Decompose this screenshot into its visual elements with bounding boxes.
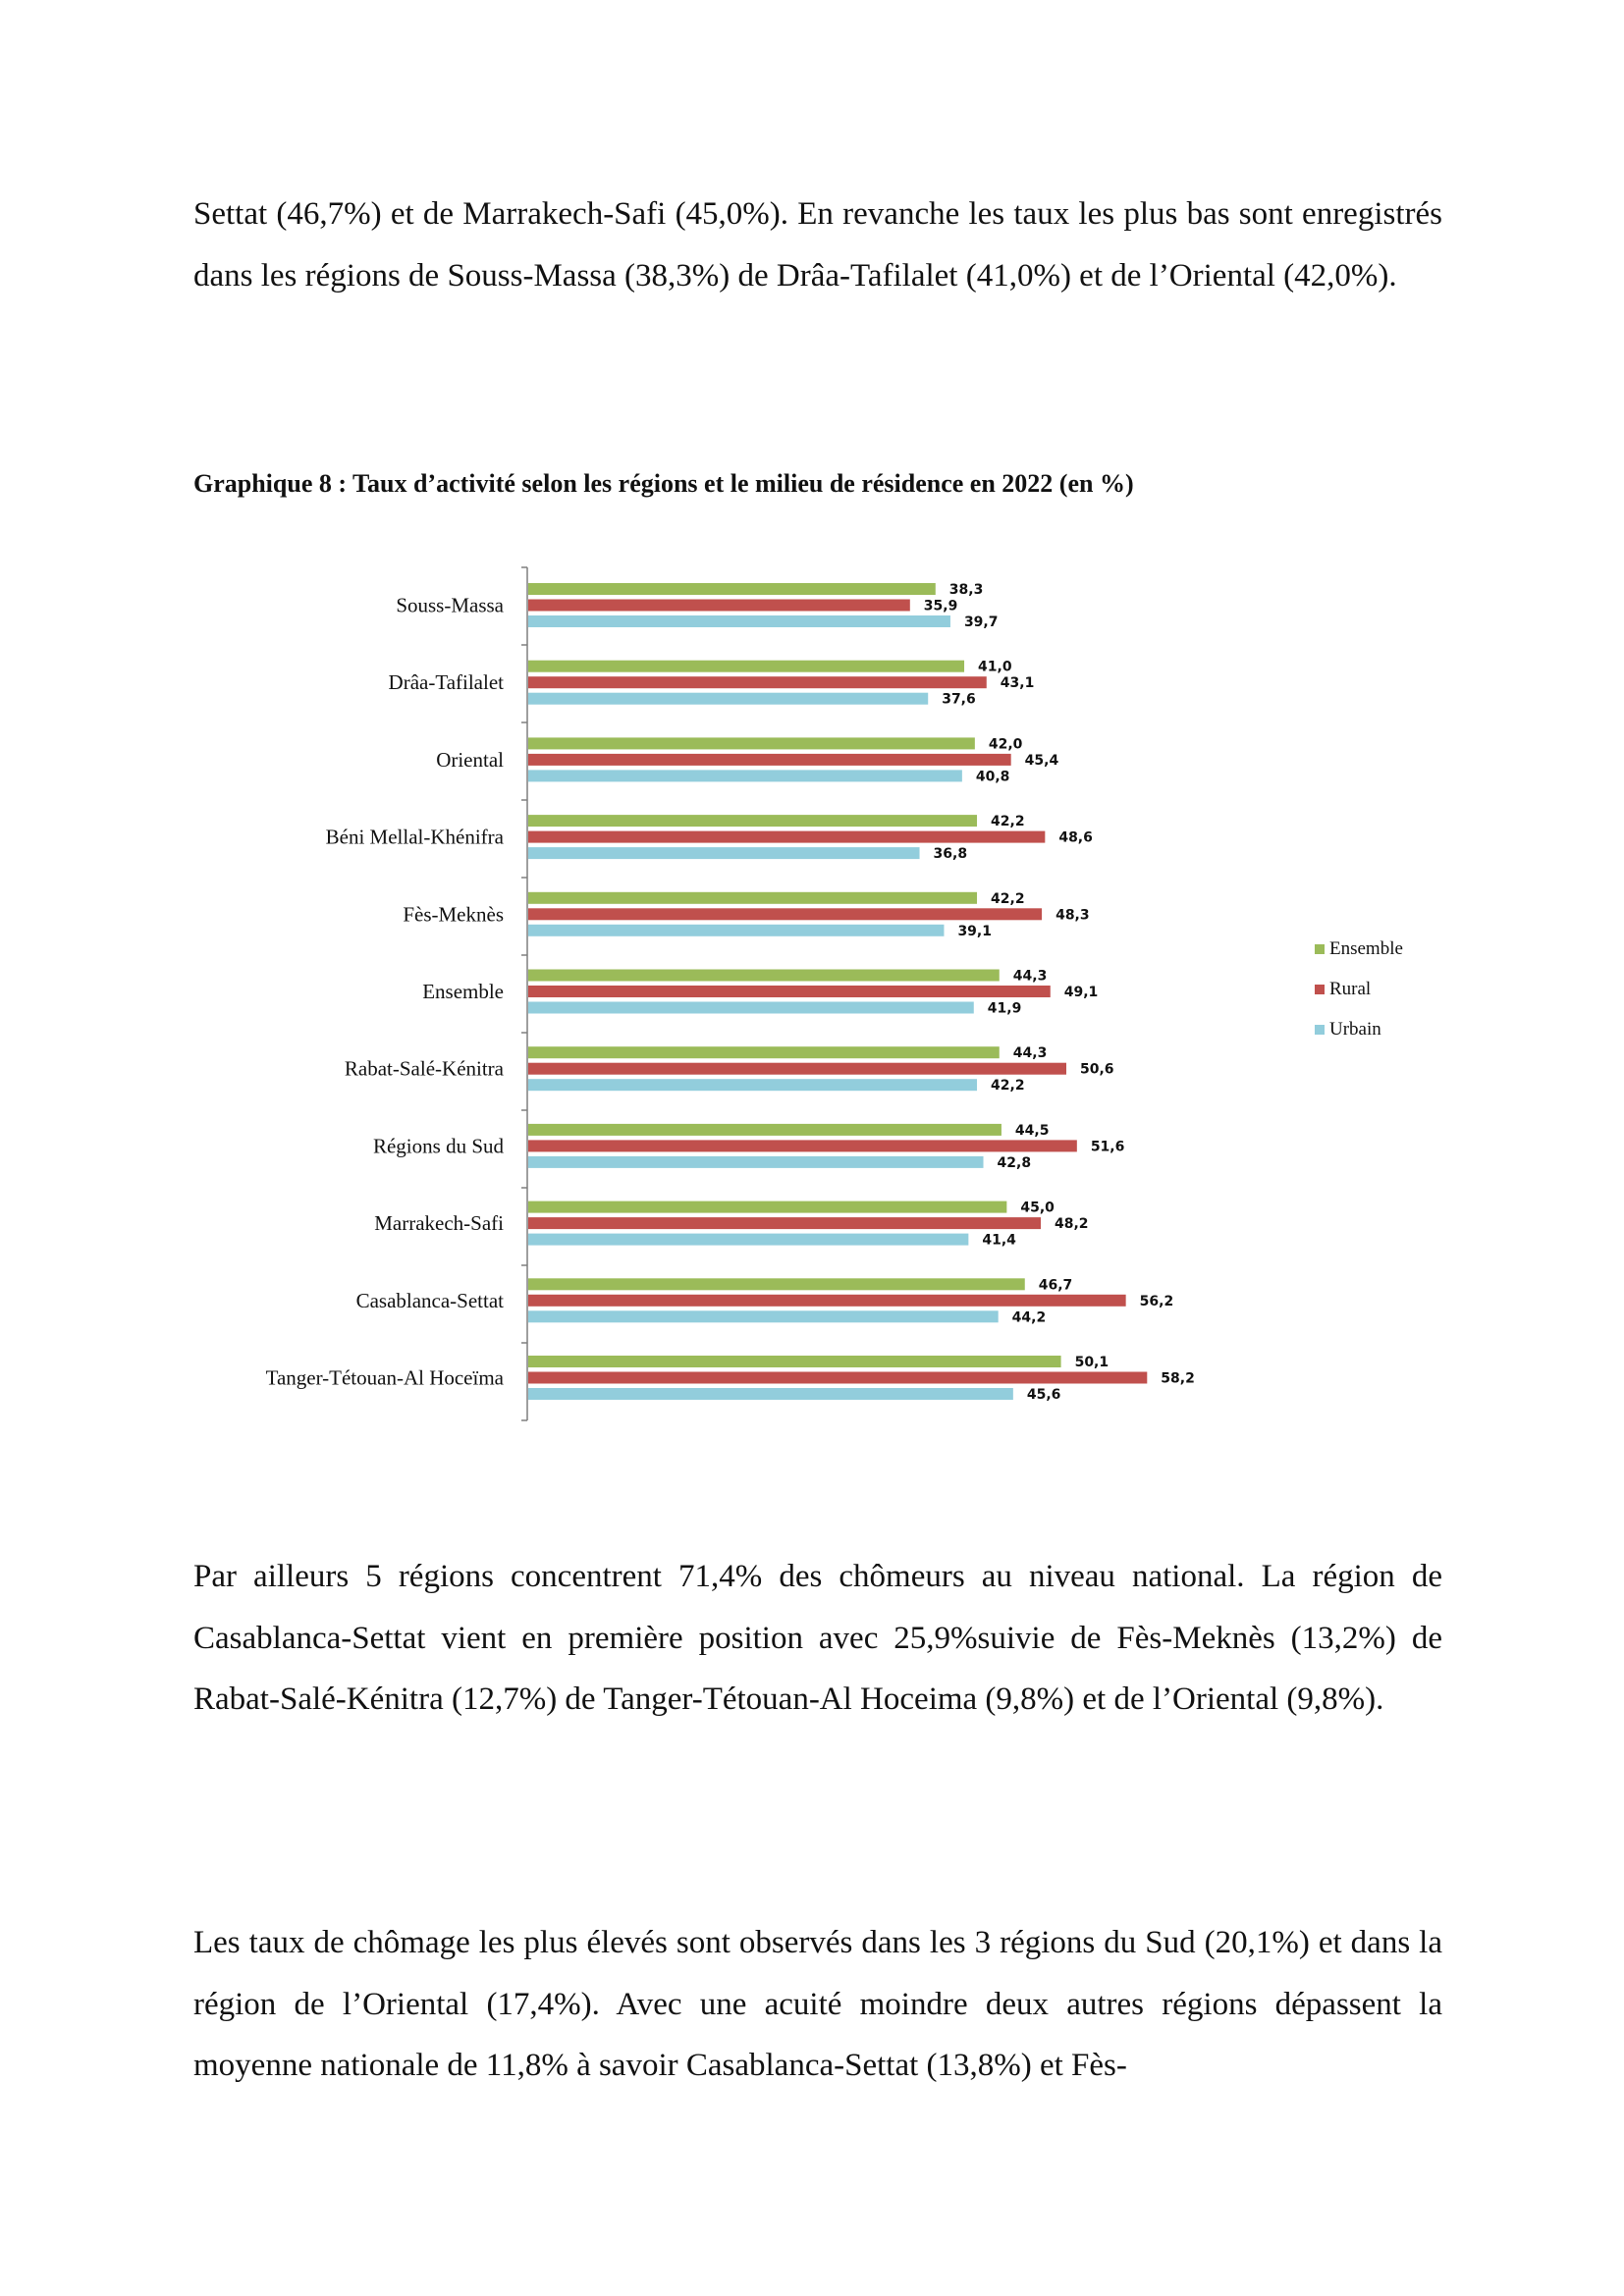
- bar-ensemble-marrakech-safi: [528, 1201, 1007, 1213]
- bar-ensemble-souss-massa: [528, 583, 936, 595]
- value-label-ensemble-souss-massa: 38,3: [949, 582, 984, 598]
- value-label-ensemble-casablanca-settat: 46,7: [1039, 1277, 1073, 1293]
- value-label-urbain-fes-meknes: 39,1: [957, 924, 992, 939]
- value-label-rural-regions-du-sud: 51,6: [1091, 1139, 1125, 1154]
- bar-rural-beni-mellal-khenifra: [528, 830, 1046, 843]
- value-label-urbain-regions-du-sud: 42,8: [998, 1155, 1032, 1171]
- bar-ensemble-beni-mellal-khenifra: [528, 815, 978, 828]
- bar-urbain-oriental: [528, 770, 962, 782]
- bar-urbain-souss-massa: [528, 615, 950, 627]
- bar-urbain-regions-du-sud: [528, 1155, 984, 1168]
- category-label-casablanca-settat: Casablanca-Settat: [356, 1289, 505, 1312]
- chart-axis: [521, 566, 528, 1421]
- value-label-urbain-oriental: 40,8: [976, 769, 1010, 784]
- value-label-rural-souss-massa: 35,9: [924, 599, 958, 614]
- value-label-ensemble-fes-meknes: 42,2: [991, 891, 1025, 907]
- category-label-marrakech-safi: Marrakech-Safi: [374, 1211, 504, 1235]
- bar-rural-ensemble: [528, 986, 1051, 997]
- bar-rural-regions-du-sud: [528, 1140, 1077, 1152]
- bar-urbain-rabat-sale-kenitra: [528, 1079, 978, 1092]
- bar-urbain-tanger-tetouan-al-hoceima: [528, 1388, 1013, 1400]
- value-label-urbain-casablanca-settat: 44,2: [1012, 1309, 1047, 1325]
- bar-urbain-marrakech-safi: [528, 1233, 969, 1246]
- category-label-beni-mellal-khenifra: Béni Mellal-Khénifra: [326, 826, 505, 849]
- legend-swatch-urbain: [1315, 1025, 1325, 1035]
- value-label-urbain-beni-mellal-khenifra: 36,8: [934, 846, 968, 862]
- category-label-regions-du-sud: Régions du Sud: [373, 1134, 505, 1157]
- bar-rural-souss-massa: [528, 599, 910, 612]
- bar-rural-oriental: [528, 753, 1011, 766]
- value-label-rural-tanger-tetouan-al-hoceima: 58,2: [1161, 1371, 1195, 1387]
- value-label-rural-marrakech-safi: 48,2: [1055, 1216, 1089, 1232]
- value-label-ensemble-tanger-tetouan-al-hoceima: 50,1: [1075, 1355, 1110, 1370]
- bar-ensemble-draa-tafilalet: [528, 660, 965, 672]
- value-label-rural-rabat-sale-kenitra: 50,6: [1080, 1062, 1114, 1078]
- chart-legend: Ensemble Rural Urbain: [1315, 938, 1403, 1040]
- legend-label-rural: Rural: [1329, 979, 1371, 999]
- category-label-souss-massa: Souss-Massa: [396, 594, 504, 617]
- bar-rural-tanger-tetouan-al-hoceima: [528, 1371, 1148, 1384]
- bar-ensemble-casablanca-settat: [528, 1278, 1025, 1291]
- value-label-urbain-ensemble: 41,9: [988, 1001, 1022, 1017]
- legend-label-ensemble: Ensemble: [1329, 938, 1403, 959]
- value-label-urbain-rabat-sale-kenitra: 42,2: [991, 1078, 1025, 1094]
- category-label-fes-meknes: Fès-Meknès: [403, 902, 504, 926]
- value-label-urbain-draa-tafilalet: 37,6: [942, 692, 976, 708]
- value-label-rural-casablanca-settat: 56,2: [1140, 1294, 1174, 1309]
- bar-rural-casablanca-settat: [528, 1294, 1126, 1307]
- category-label-oriental: Oriental: [436, 748, 504, 772]
- category-label-ensemble: Ensemble: [422, 980, 504, 1003]
- chart-labels: Souss-Massa 38,335,9 39,7 Drâa-Tafilalet 41,…: [266, 582, 1195, 1403]
- bar-rural-fes-meknes: [528, 908, 1043, 921]
- legend-swatch-rural: [1315, 985, 1325, 994]
- bar-urbain-fes-meknes: [528, 924, 945, 936]
- category-label-draa-tafilalet: Drâa-Tafilalet: [389, 670, 505, 694]
- chart-caption: Graphique 8 : Taux d’activité selon les …: [193, 469, 1134, 498]
- value-label-ensemble-marrakech-safi: 45,0: [1020, 1201, 1055, 1216]
- value-label-rural-beni-mellal-khenifra: 48,6: [1058, 830, 1093, 846]
- bar-urbain-beni-mellal-khenifra: [528, 847, 920, 860]
- value-label-ensemble-ensemble: 44,3: [1013, 969, 1048, 985]
- value-label-ensemble-regions-du-sud: 44,5: [1015, 1123, 1050, 1139]
- bar-urbain-draa-tafilalet: [528, 692, 929, 705]
- category-label-rabat-sale-kenitra: Rabat-Salé-Kénitra: [345, 1057, 505, 1081]
- value-label-urbain-souss-massa: 39,7: [964, 614, 999, 630]
- bar-ensemble-tanger-tetouan-al-hoceima: [528, 1356, 1061, 1367]
- bar-urbain-casablanca-settat: [528, 1310, 999, 1323]
- value-label-rural-oriental: 45,4: [1025, 753, 1059, 769]
- value-label-ensemble-beni-mellal-khenifra: 42,2: [991, 814, 1025, 829]
- bar-ensemble-oriental: [528, 737, 975, 750]
- bar-urbain-ensemble: [528, 1001, 974, 1014]
- value-label-rural-draa-tafilalet: 43,1: [1001, 675, 1035, 691]
- bar-ensemble-fes-meknes: [528, 891, 978, 904]
- value-label-rural-fes-meknes: 48,3: [1056, 907, 1090, 923]
- paragraph-unemployment-rates: Les taux de chômage les plus élevés sont…: [193, 1925, 1442, 2083]
- category-label-tanger-tetouan-al-hoceima: Tanger-Tétouan-Al Hoceïma: [266, 1366, 505, 1390]
- bar-rural-rabat-sale-kenitra: [528, 1062, 1066, 1075]
- chart-bars: [528, 583, 1148, 1400]
- legend-label-urbain: Urbain: [1329, 1019, 1381, 1040]
- bar-ensemble-regions-du-sud: [528, 1123, 1001, 1136]
- value-label-urbain-tanger-tetouan-al-hoceima: 45,6: [1027, 1387, 1061, 1403]
- value-label-rural-ensemble: 49,1: [1064, 985, 1099, 1000]
- value-label-ensemble-rabat-sale-kenitra: 44,3: [1013, 1045, 1048, 1061]
- bar-rural-marrakech-safi: [528, 1217, 1042, 1230]
- value-label-ensemble-draa-tafilalet: 41,0: [978, 660, 1012, 675]
- value-label-urbain-marrakech-safi: 41,4: [982, 1233, 1016, 1249]
- bar-ensemble-rabat-sale-kenitra: [528, 1046, 1000, 1059]
- bar-ensemble-ensemble: [528, 969, 1000, 982]
- paragraph-unemployed-concentration: Par ailleurs 5 régions concentrent 71,4%…: [193, 1559, 1442, 1717]
- legend-swatch-ensemble: [1315, 944, 1325, 954]
- paragraph-activity-rates: Settat (46,7%) et de Marrakech-Safi (45,…: [193, 196, 1442, 294]
- bar-rural-draa-tafilalet: [528, 676, 987, 689]
- value-label-ensemble-oriental: 42,0: [989, 736, 1023, 752]
